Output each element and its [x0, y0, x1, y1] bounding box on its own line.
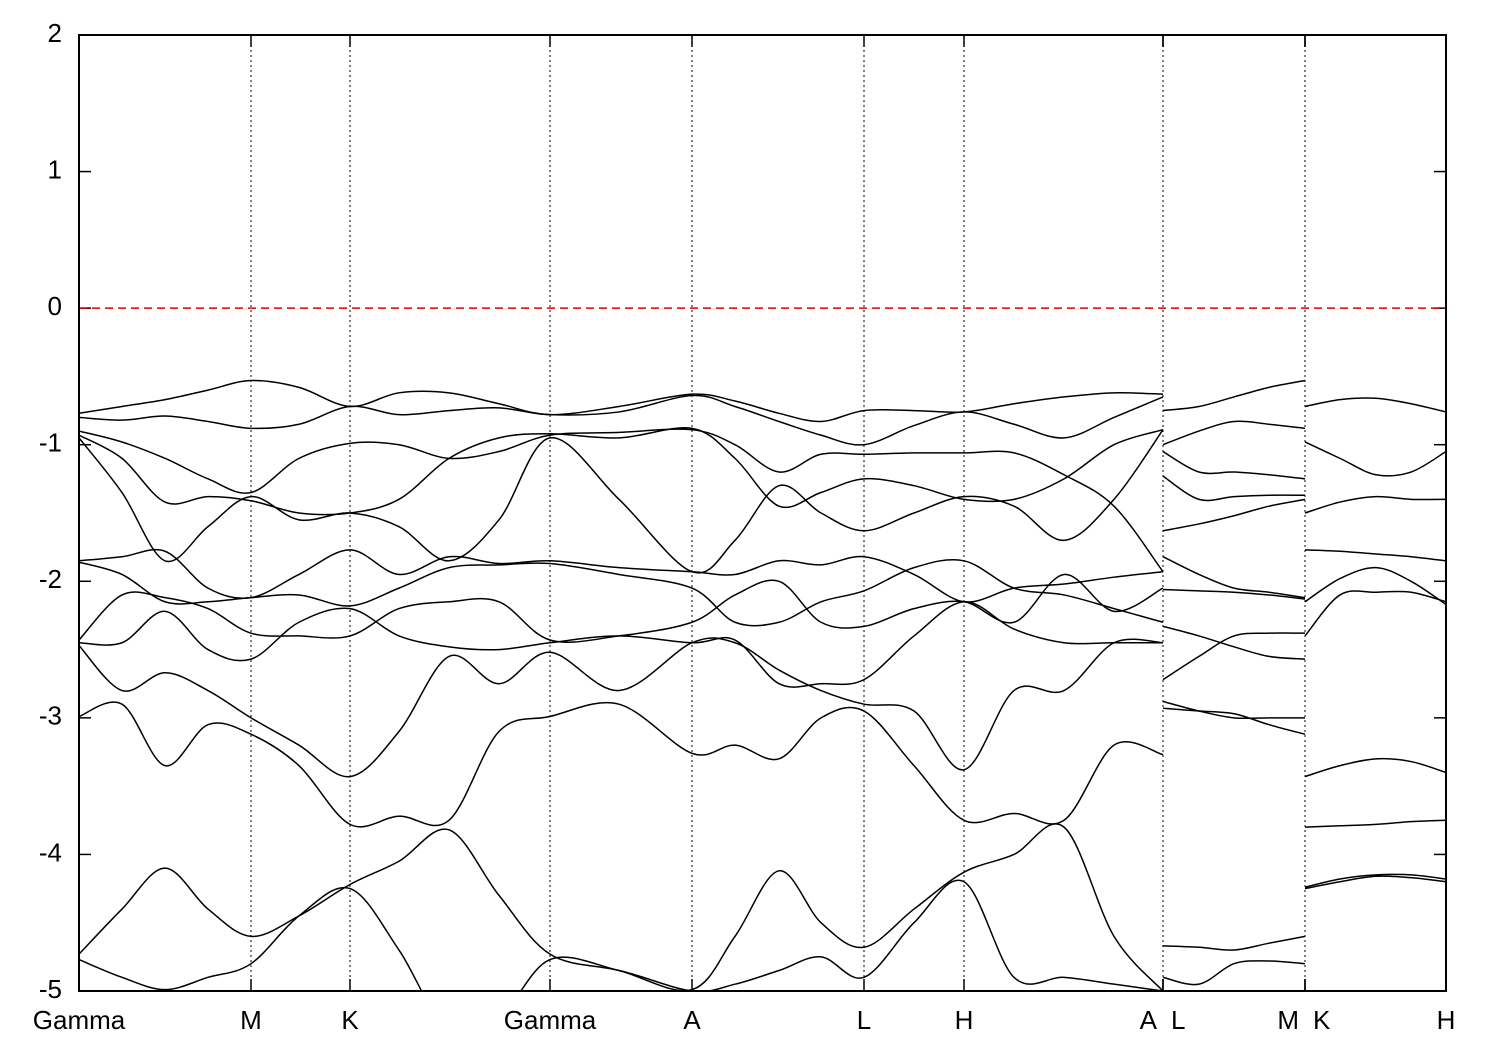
x-tick-label: Gamma [504, 1005, 597, 1035]
band-line [1304, 819, 1446, 828]
band-line [1304, 397, 1446, 413]
band-line [1304, 590, 1446, 637]
band-line [1162, 935, 1306, 951]
x-tick-label: K [1313, 1005, 1331, 1035]
band-line [1304, 757, 1446, 778]
y-tick-label: 2 [48, 18, 62, 48]
y-tick-label: -3 [39, 701, 62, 731]
band-line [1304, 441, 1446, 477]
x-tick-label: A [1140, 1005, 1158, 1035]
y-tick-label: -4 [39, 837, 62, 867]
x-tick-label: H [955, 1005, 974, 1035]
band-line [79, 601, 1163, 688]
band-line [79, 379, 1164, 423]
bands [79, 379, 1446, 991]
x-tick-label: L [857, 1005, 871, 1035]
band-line [79, 394, 1164, 446]
x-tick-label: H [1437, 1005, 1456, 1035]
band-line [1162, 498, 1306, 532]
band-line [1162, 379, 1306, 412]
band-line [79, 701, 1164, 828]
x-tick-label: K [341, 1005, 359, 1035]
band-line [1304, 566, 1446, 606]
x-tick-label: M [240, 1005, 262, 1035]
band-line [1162, 700, 1305, 720]
y-tick-label: -5 [39, 974, 62, 1004]
x-tick-label: M [1277, 1005, 1299, 1035]
band-line [79, 637, 1164, 778]
y-tick-label: 1 [48, 154, 62, 184]
y-tick-label: -2 [39, 564, 62, 594]
band-line [1162, 588, 1306, 600]
y-tick-label: 0 [48, 291, 62, 321]
y-tick-label: -1 [39, 428, 62, 458]
band-line [79, 879, 1164, 991]
band-line [1304, 873, 1446, 888]
band-line [1162, 707, 1306, 735]
band-line [1162, 625, 1306, 660]
band-line [1162, 475, 1306, 502]
plot-frame [78, 34, 1447, 992]
band-line [1162, 420, 1306, 446]
band-line [1162, 556, 1306, 599]
x-tick-label: L [1171, 1005, 1185, 1035]
band-line [1304, 875, 1446, 890]
x-tick-label: Gamma [33, 1005, 126, 1035]
band-line [1162, 960, 1306, 986]
band-line [1162, 632, 1306, 681]
band-line [1304, 549, 1446, 562]
band-line [1304, 495, 1446, 514]
band-line [79, 429, 1164, 574]
band-line [79, 558, 1164, 627]
band-line [79, 428, 1164, 573]
x-tick-label: A [683, 1005, 701, 1035]
band-line [1162, 450, 1306, 480]
